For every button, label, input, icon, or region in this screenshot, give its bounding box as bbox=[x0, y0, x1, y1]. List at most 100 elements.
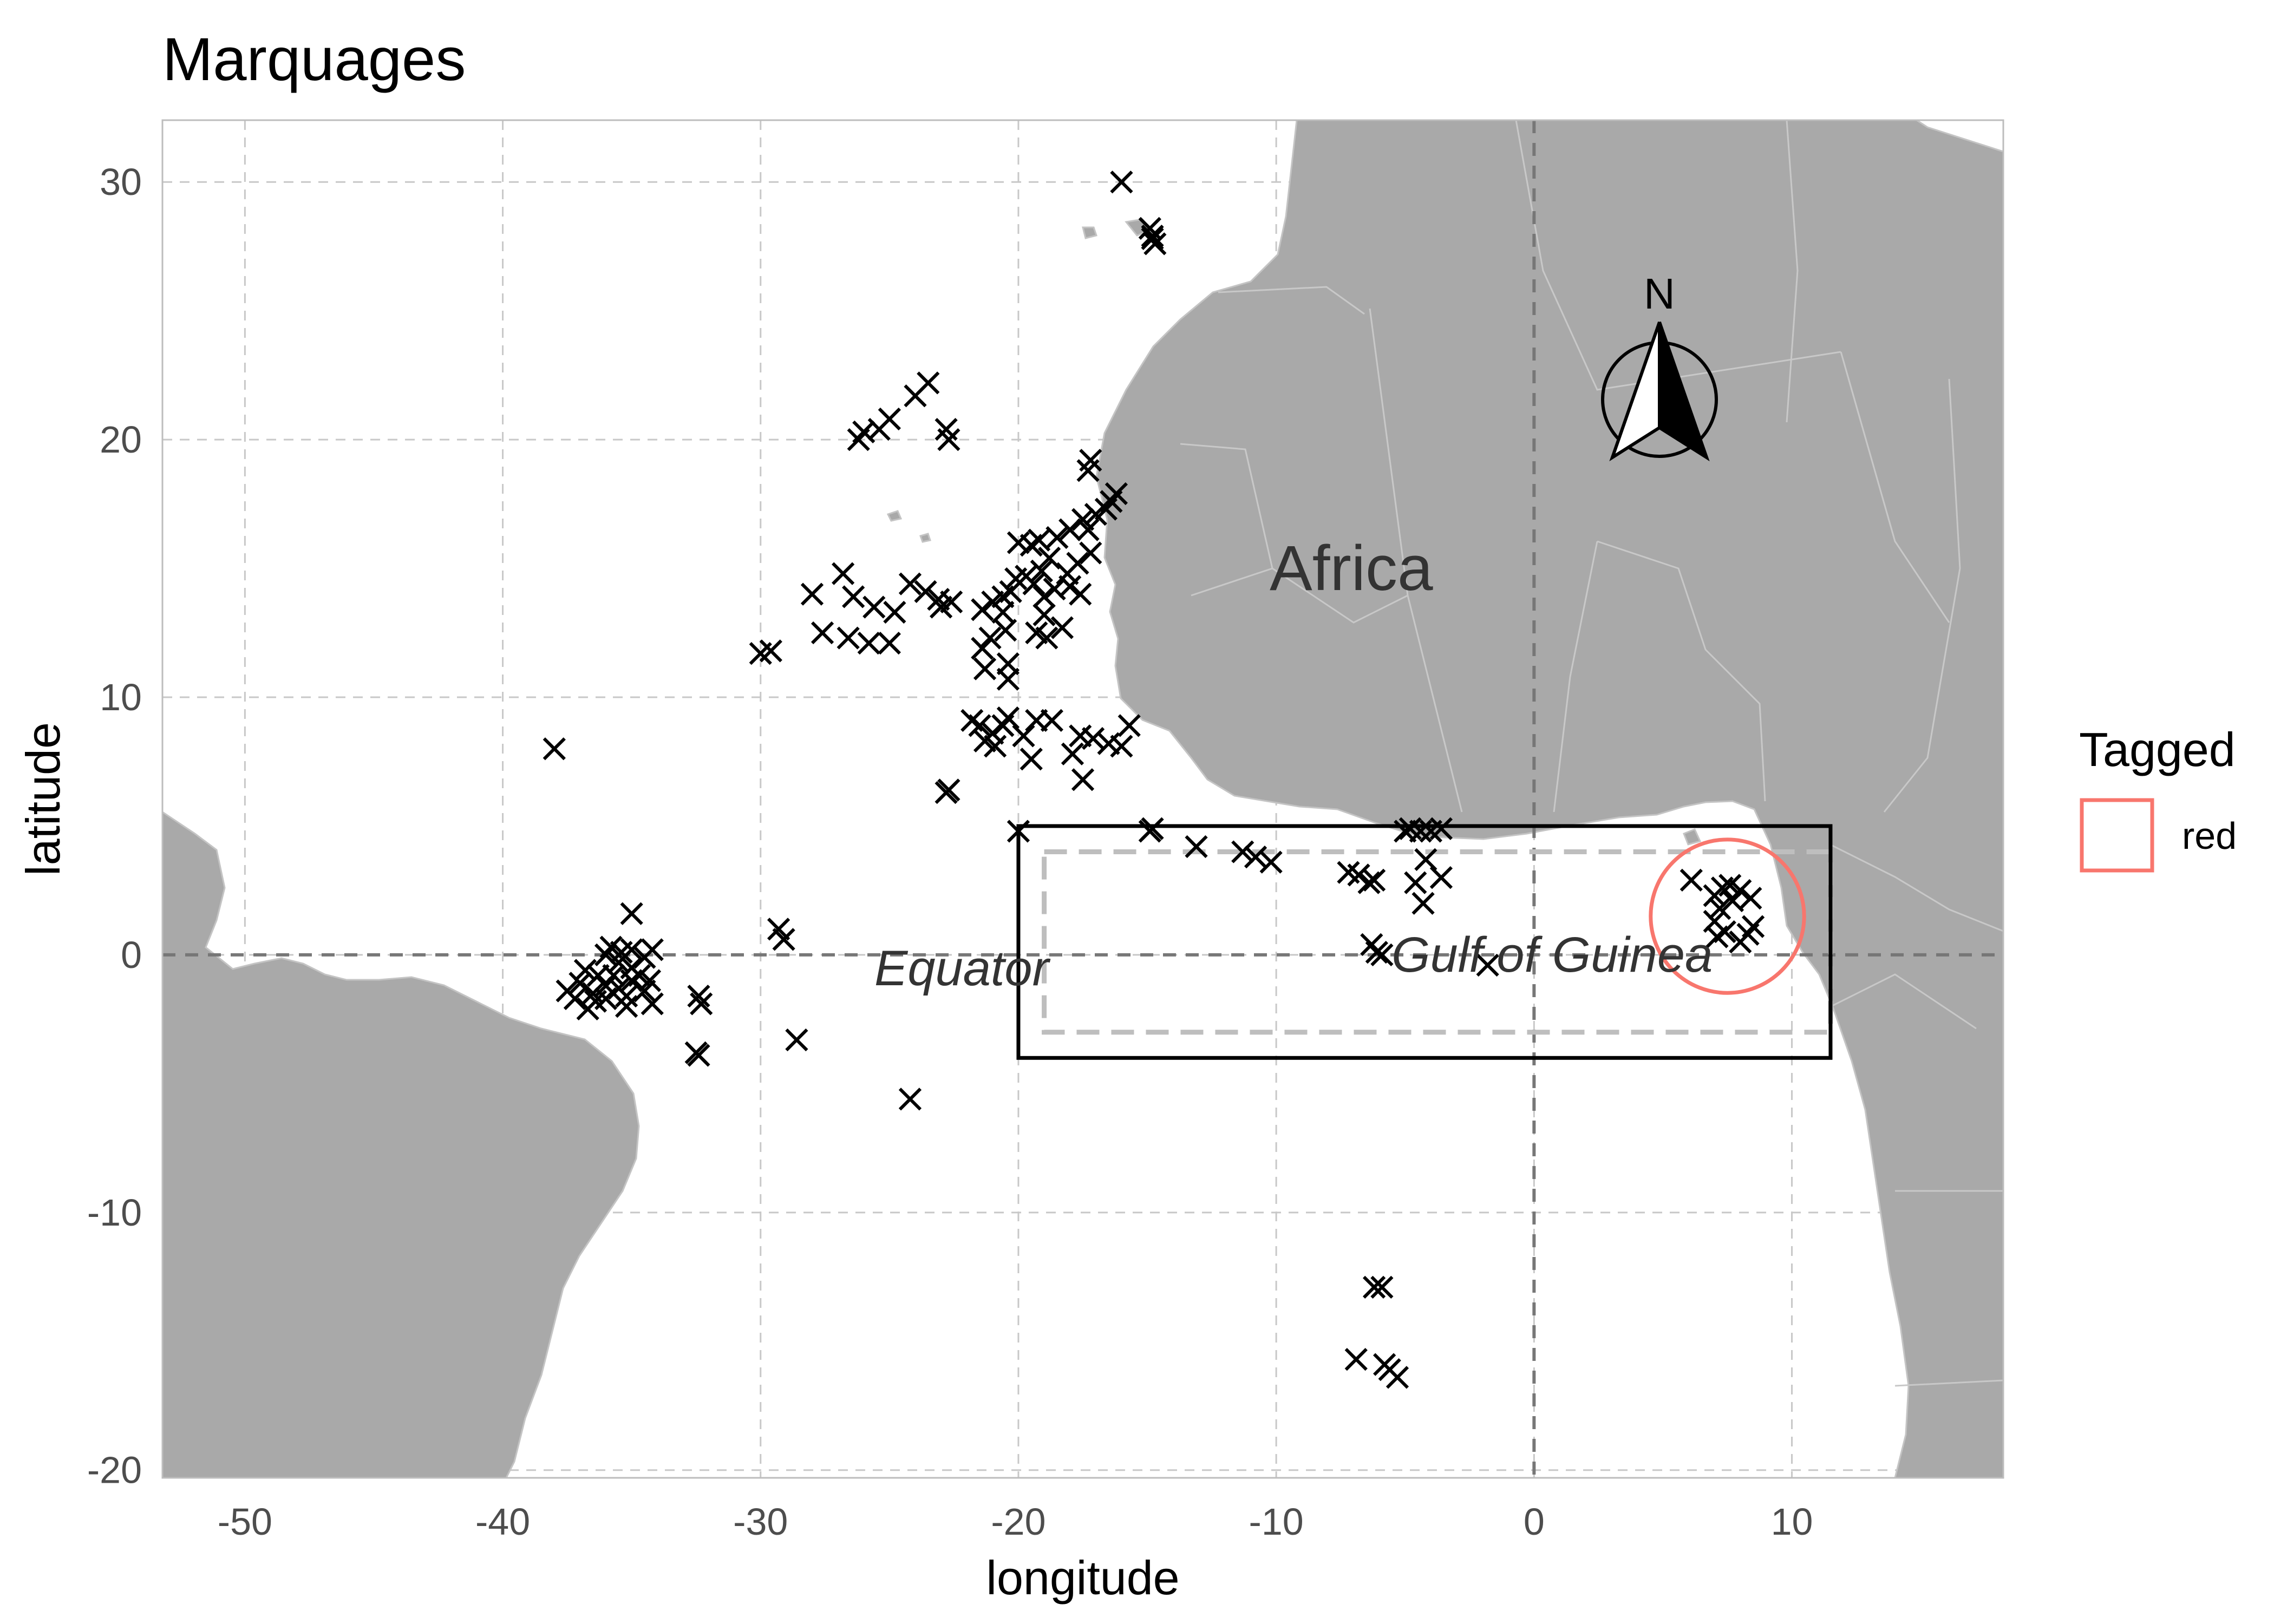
tag-point-marker bbox=[1076, 459, 1100, 482]
tag-point-marker bbox=[1231, 840, 1254, 863]
tag-point-marker bbox=[1020, 748, 1043, 771]
chart-title: Marquages bbox=[162, 25, 466, 93]
tag-point-marker bbox=[1033, 585, 1056, 608]
tag-point-marker bbox=[937, 428, 960, 451]
tag-point-marker bbox=[1244, 845, 1267, 869]
x-axis-title: longitude bbox=[986, 1551, 1179, 1605]
tag-point-marker bbox=[1007, 531, 1030, 554]
x-axis-ticks: -50 -40 -30 -20 -10 0 10 bbox=[218, 1501, 1813, 1543]
label-equator: Equator bbox=[874, 941, 1051, 996]
tag-point-marker bbox=[749, 641, 772, 665]
tag-point-marker bbox=[1429, 817, 1453, 840]
label-africa: Africa bbox=[1270, 533, 1433, 604]
tag-point-marker bbox=[584, 990, 607, 1013]
tag-point-marker bbox=[1370, 1275, 1394, 1299]
tag-point-marker bbox=[573, 959, 597, 982]
tag-point-marker bbox=[620, 902, 643, 925]
tag-point-marker bbox=[1084, 503, 1107, 526]
tag-point-marker bbox=[1414, 848, 1437, 871]
tag-point-marker bbox=[1344, 1347, 1368, 1371]
tag-point-marker bbox=[690, 992, 713, 1016]
tag-point-marker bbox=[1033, 603, 1056, 626]
x-tick-label: -20 bbox=[991, 1501, 1045, 1543]
plot-panel: Africa Equator Gulf of Guinea N bbox=[161, 119, 2004, 1479]
tag-point-marker bbox=[1037, 546, 1061, 570]
north-arrow: N bbox=[1601, 270, 1718, 462]
x-tick-label: 10 bbox=[1771, 1501, 1813, 1543]
tag-point-marker bbox=[785, 1028, 808, 1052]
tag-point-marker bbox=[1680, 868, 1703, 892]
tag-point-marker bbox=[883, 600, 906, 624]
tag-point-marker bbox=[1141, 227, 1164, 251]
tag-point-marker bbox=[610, 941, 633, 964]
tag-point-marker bbox=[556, 979, 579, 1003]
tag-point-marker bbox=[1022, 572, 1045, 595]
tag-point-marker bbox=[1110, 735, 1133, 758]
legend-key-red bbox=[2080, 798, 2154, 873]
tag-point-marker bbox=[1404, 871, 1427, 894]
tag-point-marker bbox=[1357, 871, 1381, 894]
tag-point-marker bbox=[1004, 567, 1028, 591]
tag-point-marker bbox=[641, 938, 664, 961]
label-gulf-of-guinea: Gulf of Guinea bbox=[1391, 927, 1713, 983]
tag-point-marker bbox=[1185, 835, 1208, 859]
tag-point-marker bbox=[602, 964, 625, 987]
tag-point-marker bbox=[1386, 1366, 1409, 1389]
tag-point-marker bbox=[772, 928, 795, 951]
tag-point-marker bbox=[898, 572, 922, 595]
tag-point-marker bbox=[615, 994, 638, 1018]
tag-point-marker bbox=[983, 735, 1007, 758]
tag-point-marker bbox=[1025, 621, 1048, 645]
tag-point-marker bbox=[937, 778, 960, 802]
tag-point-marker bbox=[1412, 892, 1435, 915]
x-tick-label: -30 bbox=[733, 1501, 788, 1543]
tag-point-marker bbox=[1138, 820, 1161, 843]
north-label: N bbox=[1644, 270, 1675, 318]
tag-point-marker bbox=[1007, 820, 1030, 843]
legend: Tagged red bbox=[2079, 723, 2237, 873]
tag-point-marker bbox=[973, 657, 997, 680]
y-tick-label: -20 bbox=[87, 1449, 142, 1491]
tag-point-marker bbox=[687, 1044, 710, 1067]
tag-point-marker bbox=[1081, 727, 1105, 750]
tag-point-marker bbox=[1110, 171, 1133, 194]
tag-point-marker bbox=[996, 667, 1020, 691]
tag-point-marker bbox=[1141, 225, 1164, 248]
north-arrow-right-icon bbox=[1658, 322, 1710, 462]
y-tick-label: -10 bbox=[87, 1191, 142, 1234]
tag-point-marker bbox=[1040, 709, 1063, 732]
country-borders bbox=[1180, 120, 2003, 1387]
tag-point-marker bbox=[641, 992, 664, 1016]
tag-point-marker bbox=[1030, 559, 1053, 582]
x-tick-label: 0 bbox=[1524, 1501, 1545, 1543]
tag-point-marker bbox=[1729, 879, 1752, 902]
tag-point-marker bbox=[1061, 742, 1084, 765]
y-axis-ticks: -20 -10 0 10 20 30 bbox=[87, 161, 142, 1491]
tag-point-marker bbox=[1012, 724, 1035, 748]
tag-point-marker bbox=[960, 709, 984, 732]
tag-point-marker bbox=[1143, 232, 1167, 256]
tag-point-marker bbox=[857, 631, 880, 655]
tag-point-marker bbox=[543, 737, 566, 761]
tag-point-marker bbox=[847, 428, 870, 451]
legend-label-red: red bbox=[2182, 815, 2237, 857]
tag-point-marker bbox=[1394, 820, 1417, 843]
x-tick-label: -40 bbox=[475, 1501, 530, 1543]
tag-point-marker bbox=[1259, 850, 1283, 874]
tag-point-marker bbox=[1362, 868, 1386, 892]
tag-point-marker bbox=[811, 621, 834, 645]
reference-lines bbox=[162, 120, 2003, 1478]
tag-point-marker bbox=[594, 974, 618, 998]
landmass bbox=[162, 120, 2003, 1478]
island-bioko bbox=[1683, 828, 1702, 846]
tag-point-marker bbox=[904, 384, 927, 408]
x-tick-label: -50 bbox=[218, 1501, 272, 1543]
tag-point-marker bbox=[940, 590, 963, 614]
tag-point-marker bbox=[1045, 526, 1069, 549]
highlight-circle bbox=[1649, 837, 1806, 995]
tag-point-marker bbox=[1069, 582, 1092, 606]
tag-point-marker bbox=[1079, 541, 1102, 565]
tag-point-marker bbox=[638, 969, 662, 992]
tag-point-marker bbox=[615, 984, 638, 1008]
